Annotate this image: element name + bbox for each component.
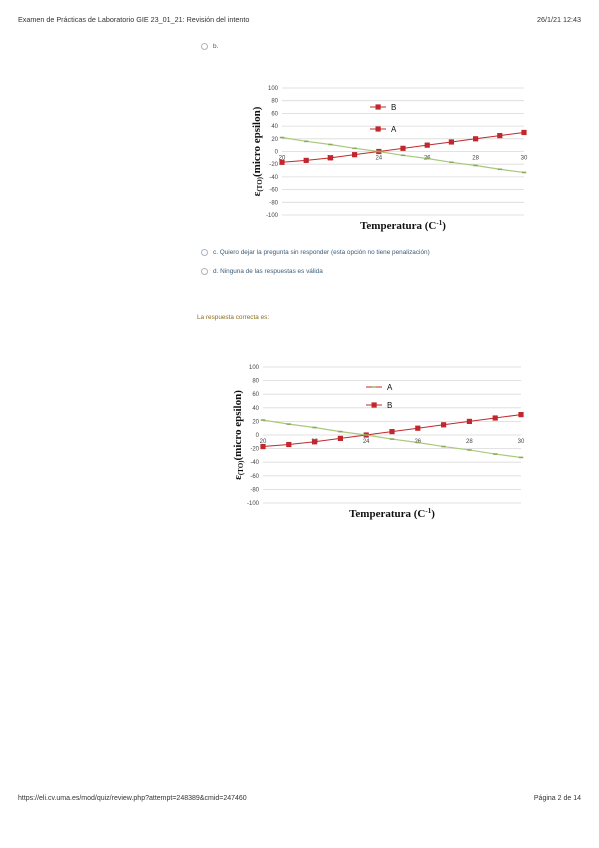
- y-tick-label: 60: [252, 392, 259, 398]
- legend-label-B: B: [387, 401, 392, 410]
- y-tick-label: -40: [269, 175, 278, 181]
- data-point-B: [424, 142, 430, 148]
- chart-correct-answer: 100806040200-20-40-60-80-100202224262830…: [232, 365, 525, 520]
- y-tick-label: 80: [271, 99, 278, 105]
- x-tick-label: 30: [518, 439, 525, 445]
- y-tick-label: -60: [269, 188, 278, 194]
- y-tick-label: 0: [275, 150, 279, 156]
- x-tick-label: 28: [472, 156, 479, 162]
- option-d[interactable]: d. Ninguna de las respuestas es válida: [201, 268, 323, 275]
- radio-button-icon[interactable]: [201, 268, 208, 275]
- y-tick-label: 20: [271, 137, 278, 143]
- print-footer-page: Página 2 de 14: [533, 795, 581, 802]
- y-tick-label: 0: [256, 433, 260, 439]
- data-point-B: [303, 157, 309, 163]
- x-tick-label: 24: [375, 156, 382, 162]
- y-tick-label: -80: [269, 200, 278, 206]
- y-tick-label: 60: [271, 111, 278, 117]
- x-axis-title: Temperatura (C-1): [349, 507, 435, 520]
- data-point-B: [466, 418, 472, 424]
- data-point-B: [448, 139, 454, 145]
- y-tick-label: -40: [250, 460, 259, 466]
- y-tick-label: 100: [268, 86, 279, 92]
- legend-marker-B: [375, 104, 381, 110]
- correct-answer-label: La respuesta correcta es:: [197, 314, 270, 321]
- option-b-label: b.: [213, 43, 219, 50]
- y-tick-label: 100: [249, 365, 260, 371]
- chart-option-b: 100806040200-20-40-60-80-100202224262830…: [251, 86, 528, 232]
- option-c[interactable]: c. Quiero dejar la pregunta sin responde…: [201, 249, 430, 256]
- legend-marker-B: [371, 402, 377, 408]
- y-tick-label: 40: [271, 124, 278, 130]
- x-tick-label: 30: [521, 156, 528, 162]
- data-point-B: [518, 412, 524, 418]
- option-d-label: d. Ninguna de las respuestas es válida: [213, 268, 323, 275]
- data-point-B: [492, 415, 498, 421]
- data-point-B: [352, 152, 358, 158]
- legend-marker-A: [375, 126, 381, 132]
- y-tick-label: -20: [269, 162, 278, 168]
- legend-label-A: A: [391, 125, 397, 134]
- x-tick-label: 20: [279, 156, 286, 162]
- y-tick-label: -100: [266, 213, 279, 219]
- legend-label-B: B: [391, 103, 396, 112]
- y-axis-title: ε(TO)(micro epsilon): [251, 106, 264, 196]
- legend-label-A: A: [387, 383, 393, 392]
- y-tick-label: -60: [250, 474, 259, 480]
- data-point-B: [312, 439, 318, 445]
- radio-button-icon[interactable]: [201, 43, 208, 50]
- x-tick-label: 20: [260, 439, 267, 445]
- data-point-B: [473, 136, 479, 142]
- option-b[interactable]: b.: [201, 43, 218, 50]
- print-header-title: Examen de Prácticas de Laboratorio GIE 2…: [18, 15, 250, 24]
- data-point-B: [286, 441, 292, 448]
- y-tick-label: 20: [252, 419, 259, 425]
- x-axis-title: Temperatura (C-1): [360, 219, 446, 232]
- y-tick-label: -100: [247, 501, 260, 507]
- x-tick-label: 28: [466, 439, 473, 445]
- y-tick-label: 80: [252, 379, 259, 385]
- y-tick-label: -80: [250, 487, 259, 493]
- data-point-B: [415, 425, 421, 431]
- y-tick-label: -20: [250, 447, 259, 453]
- x-tick-label: 24: [363, 439, 370, 445]
- print-footer-url: https://eli.cv.uma.es/mod/quiz/review.ph…: [18, 795, 247, 802]
- radio-button-icon[interactable]: [201, 249, 208, 256]
- data-point-B: [497, 133, 503, 139]
- data-point-B: [337, 435, 343, 441]
- data-point-B: [260, 443, 266, 450]
- data-point-B: [327, 155, 333, 161]
- option-c-label: c. Quiero dejar la pregunta sin responde…: [213, 249, 430, 256]
- y-tick-label: 40: [252, 406, 259, 412]
- data-point-B: [389, 429, 395, 435]
- data-point-B: [400, 145, 406, 151]
- data-point-B: [279, 159, 285, 165]
- data-point-B: [441, 422, 447, 428]
- print-header-datetime: 26/1/21 12:43: [537, 15, 581, 24]
- data-point-B: [521, 129, 527, 136]
- y-axis-title: ε(TO)(micro epsilon): [232, 390, 245, 480]
